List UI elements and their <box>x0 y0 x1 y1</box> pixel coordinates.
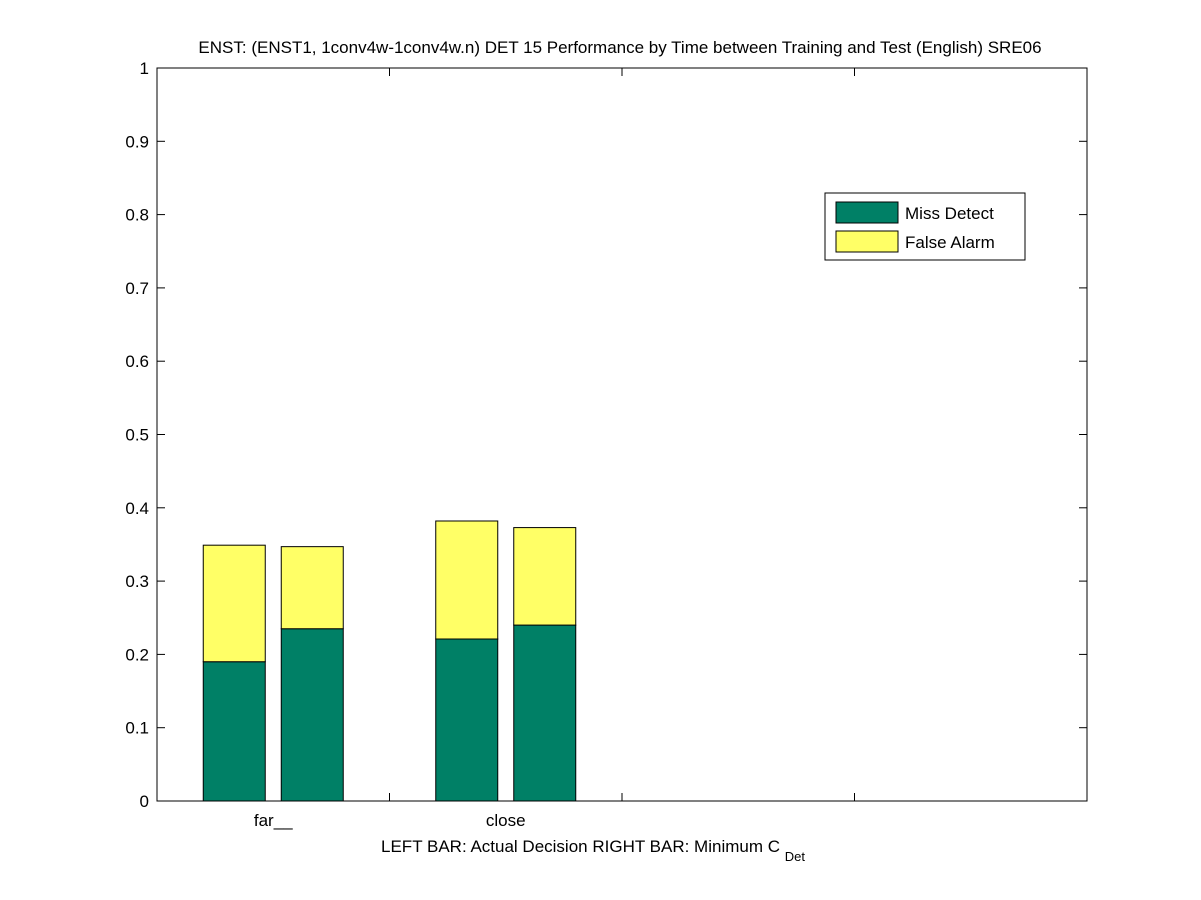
y-tick-label: 0.4 <box>125 499 149 518</box>
y-tick-label: 0.9 <box>125 132 149 151</box>
bar-close-min-miss-detect <box>513 624 577 802</box>
bar-far-actual-false-alarm <box>202 544 266 663</box>
bar-far-actual-miss-detect <box>202 661 266 802</box>
bar-far-min-false-alarm <box>280 546 344 630</box>
y-tick-label: 0.5 <box>125 426 149 445</box>
legend-swatch-false-alarm <box>835 230 899 253</box>
y-tick-label: 0.8 <box>125 206 149 225</box>
bar-close-actual-miss-detect <box>435 638 499 802</box>
x-axis-label-left: LEFT BAR: Actual Decision <box>381 837 588 856</box>
bar-close-min-false-alarm <box>513 527 577 626</box>
legend-label-miss-detect: Miss Detect <box>905 204 994 223</box>
y-tick-label: 0 <box>140 792 149 811</box>
x-tick-label: far__ <box>254 811 293 830</box>
y-tick-label: 1 <box>140 59 149 78</box>
legend-swatch-miss-detect <box>835 201 899 224</box>
y-tick-label: 0.6 <box>125 352 149 371</box>
x-axis-label-right: RIGHT BAR: Minimum C <box>592 837 780 856</box>
y-tick-label: 0.3 <box>125 572 149 591</box>
chart-title: ENST: (ENST1, 1conv4w-1conv4w.n) DET 15 … <box>198 38 1041 57</box>
bars-group <box>202 520 577 802</box>
legend: Miss Detect False Alarm <box>824 192 1026 261</box>
y-tick-label: 0.7 <box>125 279 149 298</box>
y-tick-label: 0.2 <box>125 645 149 664</box>
x-tick-label: close <box>486 811 526 830</box>
bar-far-min-miss-detect <box>280 628 344 802</box>
axes-box <box>156 67 1088 802</box>
bar-close-actual-false-alarm <box>435 520 499 640</box>
y-tick-label: 0.1 <box>125 719 149 738</box>
ticks-group: 0 0.1 0.2 0.3 0.4 0.5 0.6 0.7 0.8 0.9 1 far__ close <box>125 59 1087 830</box>
legend-label-false-alarm: False Alarm <box>905 233 995 252</box>
x-axis-label: LEFT BAR: Actual Decision RIGHT BAR: Min… <box>381 837 805 864</box>
x-axis-label-subscript: Det <box>785 849 806 864</box>
